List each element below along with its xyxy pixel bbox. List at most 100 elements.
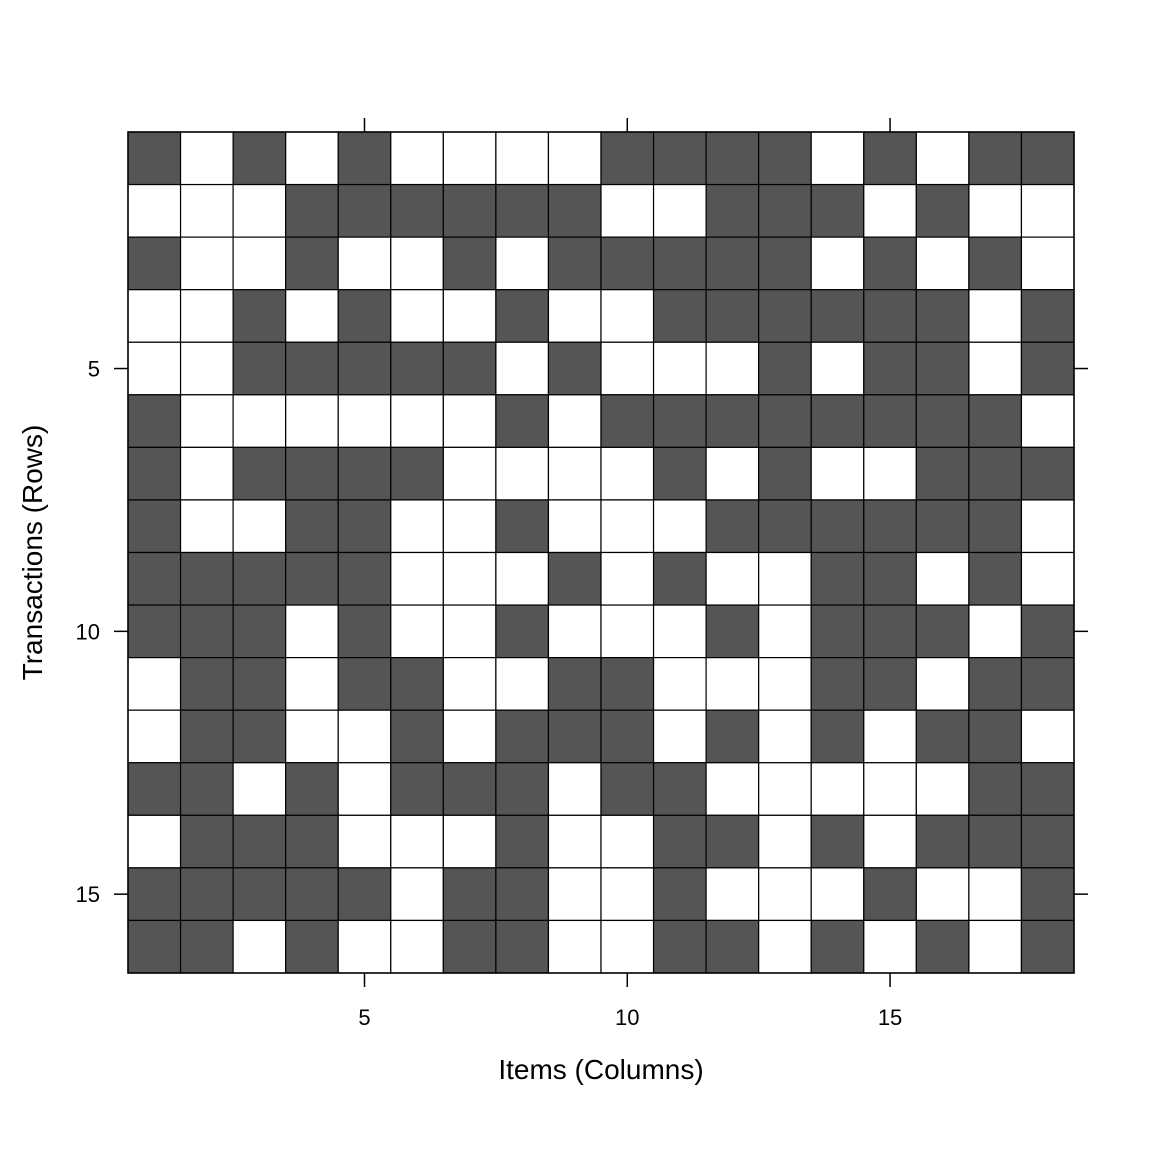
- heatmap-cell: [810, 499, 865, 554]
- heatmap-cell: [179, 867, 234, 922]
- heatmap-cell: [652, 289, 707, 343]
- heatmap-cell: [758, 814, 812, 869]
- heatmap-cell: [652, 394, 707, 448]
- heatmap-cell: [495, 814, 550, 869]
- heatmap-cell: [810, 604, 865, 659]
- heatmap-cell: [232, 341, 287, 396]
- heatmap-cell: [547, 657, 602, 711]
- heatmap-cell: [915, 604, 970, 659]
- heatmap-cell: [652, 236, 707, 291]
- heatmap-cell: [810, 709, 865, 764]
- heatmap-cell: [600, 814, 655, 869]
- heatmap-cell: [232, 762, 287, 816]
- heatmap-cell: [179, 919, 234, 974]
- heatmap-cell: [127, 341, 182, 396]
- heatmap-cell: [127, 446, 182, 501]
- heatmap-cell: [652, 551, 707, 606]
- heatmap-cell: [547, 814, 602, 869]
- heatmap-cell: [127, 551, 182, 606]
- heatmap-cell: [232, 446, 287, 501]
- heatmap-cell: [232, 289, 287, 343]
- heatmap-cell: [285, 446, 339, 501]
- heatmap-cell: [705, 183, 760, 238]
- heatmap-cell: [232, 919, 287, 974]
- heatmap-cell: [758, 394, 812, 448]
- heatmap-cell: [127, 709, 182, 764]
- heatmap-cell: [232, 709, 287, 764]
- heatmap-cell: [652, 183, 707, 238]
- heatmap-cell: [705, 131, 760, 186]
- heatmap-cell: [285, 394, 339, 448]
- heatmap-cell: [179, 657, 234, 711]
- heatmap-cell: [968, 604, 1023, 659]
- heatmap-cell: [652, 499, 707, 554]
- heatmap-cell: [968, 289, 1023, 343]
- heatmap-cell: [863, 236, 917, 291]
- heatmap-cell: [1020, 289, 1075, 343]
- heatmap-cell: [863, 919, 917, 974]
- heatmap-cell: [1020, 919, 1075, 974]
- heatmap-cell: [915, 919, 970, 974]
- heatmap-cell: [495, 183, 550, 238]
- heatmap-cell: [705, 341, 760, 396]
- heatmap-cell: [600, 236, 655, 291]
- heatmap-cell: [285, 709, 339, 764]
- heatmap-cell: [968, 446, 1023, 501]
- heatmap-cell: [600, 551, 655, 606]
- heatmap-cell: [390, 867, 444, 922]
- y-axis-title: Transactions (Rows): [17, 425, 48, 681]
- heatmap-cell: [232, 499, 287, 554]
- heatmap-cell: [758, 131, 812, 186]
- heatmap-cell: [652, 446, 707, 501]
- heatmap-cell: [232, 867, 287, 922]
- heatmap-cell: [915, 446, 970, 501]
- heatmap-cell: [337, 236, 392, 291]
- heatmap-cell: [968, 867, 1023, 922]
- heatmap-cell: [810, 183, 865, 238]
- heatmap-cell: [442, 762, 497, 816]
- heatmap-cell: [127, 919, 182, 974]
- heatmap-cell: [968, 183, 1023, 238]
- heatmap-cell: [285, 499, 339, 554]
- x-tick-label: 5: [358, 1005, 370, 1030]
- heatmap-cell: [495, 551, 550, 606]
- heatmap-cell: [285, 131, 339, 186]
- heatmap-cell: [495, 289, 550, 343]
- heatmap-cell: [1020, 341, 1075, 396]
- heatmap-cell: [705, 604, 760, 659]
- heatmap-cell: [758, 762, 812, 816]
- heatmap-cell: [810, 551, 865, 606]
- heatmap-cell: [337, 551, 392, 606]
- heatmap-cell: [915, 814, 970, 869]
- heatmap-cell: [179, 131, 234, 186]
- heatmap-cell: [127, 289, 182, 343]
- heatmap-cell: [863, 394, 917, 448]
- heatmap-cell: [232, 131, 287, 186]
- heatmap-cell: [390, 604, 444, 659]
- heatmap-cell: [390, 236, 444, 291]
- heatmap-cell: [600, 289, 655, 343]
- heatmap-cell: [758, 604, 812, 659]
- heatmap-cell: [863, 289, 917, 343]
- heatmap-cell: [337, 919, 392, 974]
- heatmap-cell: [495, 131, 550, 186]
- heatmap-cell: [810, 867, 865, 922]
- heatmap-cell: [758, 867, 812, 922]
- heatmap-cell: [968, 762, 1023, 816]
- heatmap-cell: [600, 867, 655, 922]
- heatmap-cell: [915, 394, 970, 448]
- heatmap-cell: [547, 709, 602, 764]
- heatmap-cell: [600, 131, 655, 186]
- heatmap-cell: [915, 499, 970, 554]
- heatmap-cell: [390, 289, 444, 343]
- heatmap-cell: [652, 762, 707, 816]
- heatmap-cell: [390, 183, 444, 238]
- heatmap-cell: [758, 446, 812, 501]
- heatmap-cell: [390, 446, 444, 501]
- heatmap-cell: [810, 131, 865, 186]
- heatmap-cell: [810, 919, 865, 974]
- heatmap-cell: [127, 604, 182, 659]
- heatmap-cell: [863, 762, 917, 816]
- heatmap-cell: [968, 709, 1023, 764]
